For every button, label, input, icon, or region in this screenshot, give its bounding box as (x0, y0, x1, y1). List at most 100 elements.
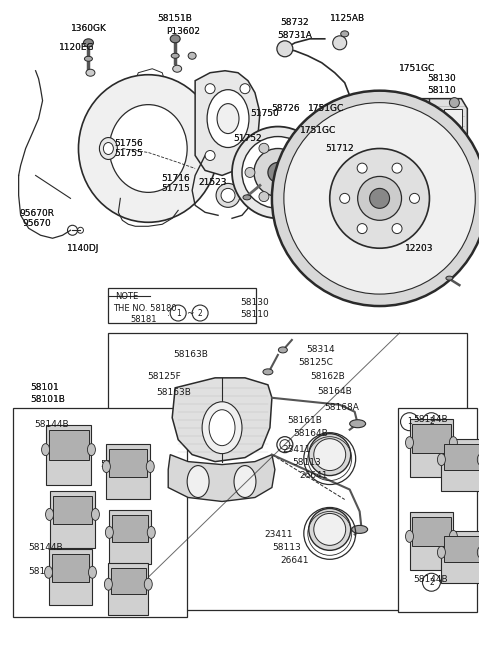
Ellipse shape (232, 127, 324, 218)
Ellipse shape (91, 509, 99, 520)
Polygon shape (442, 531, 480, 583)
Text: 51716: 51716 (161, 174, 190, 183)
Circle shape (272, 91, 480, 306)
Polygon shape (134, 69, 165, 93)
Circle shape (449, 98, 459, 107)
Text: 58130: 58130 (240, 298, 269, 307)
Text: 58161B: 58161B (287, 416, 322, 425)
Bar (444, 444, 480, 470)
Circle shape (205, 151, 215, 160)
Text: 1: 1 (407, 417, 412, 426)
Text: 1751GC: 1751GC (300, 126, 336, 135)
Text: 58726: 58726 (272, 104, 300, 113)
Ellipse shape (99, 138, 117, 159)
Text: 58144B: 58144B (100, 460, 135, 469)
Text: 2: 2 (198, 309, 203, 318)
Ellipse shape (422, 245, 435, 259)
Circle shape (240, 83, 250, 94)
Ellipse shape (187, 466, 209, 498)
Text: 58130: 58130 (428, 74, 456, 83)
Ellipse shape (449, 531, 457, 542)
Bar (48, 430, 89, 459)
Text: NOTE: NOTE (115, 292, 139, 301)
Text: 51715: 51715 (161, 184, 190, 193)
Circle shape (221, 188, 235, 203)
Ellipse shape (341, 31, 348, 37)
Text: 58144B: 58144B (413, 415, 448, 424)
Ellipse shape (254, 149, 302, 197)
Text: 58144B: 58144B (29, 543, 63, 552)
Text: 51756: 51756 (114, 139, 143, 148)
Text: 51750: 51750 (251, 109, 279, 118)
Bar (397, 408, 477, 612)
Text: 1751GC: 1751GC (398, 64, 435, 73)
Ellipse shape (263, 369, 273, 375)
Ellipse shape (449, 437, 457, 448)
Ellipse shape (86, 69, 95, 76)
Ellipse shape (102, 461, 110, 472)
Ellipse shape (87, 444, 96, 455)
Text: 58731A: 58731A (277, 31, 312, 40)
Bar (444, 109, 462, 168)
Text: 2: 2 (429, 578, 434, 587)
Text: 58162B: 58162B (310, 372, 345, 381)
Bar (111, 568, 146, 594)
Ellipse shape (309, 509, 351, 551)
Ellipse shape (246, 153, 254, 192)
Text: 51755: 51755 (114, 149, 143, 158)
Text: 58101B: 58101B (31, 395, 65, 404)
Ellipse shape (207, 90, 249, 148)
Ellipse shape (234, 466, 256, 498)
Text: 58101: 58101 (31, 383, 60, 392)
Ellipse shape (352, 525, 368, 533)
Text: 51712: 51712 (325, 144, 354, 153)
Text: 58144B: 58144B (413, 575, 448, 584)
Circle shape (357, 224, 367, 234)
Bar (108, 333, 468, 610)
Ellipse shape (350, 420, 366, 428)
Polygon shape (195, 71, 260, 175)
Text: 58110: 58110 (240, 309, 269, 318)
Text: P13602: P13602 (166, 27, 200, 36)
Ellipse shape (84, 39, 94, 47)
Bar (12, 408, 187, 617)
Text: 95670: 95670 (22, 219, 51, 228)
Text: 51715: 51715 (161, 184, 190, 193)
Circle shape (358, 177, 402, 220)
Circle shape (392, 163, 402, 173)
Ellipse shape (278, 347, 288, 353)
Circle shape (409, 193, 420, 203)
Ellipse shape (171, 53, 179, 58)
Ellipse shape (243, 195, 251, 200)
Ellipse shape (103, 142, 113, 155)
Text: 58110: 58110 (428, 86, 456, 95)
Circle shape (284, 103, 475, 294)
Circle shape (392, 224, 402, 234)
Text: 58164B: 58164B (293, 429, 327, 438)
Ellipse shape (88, 566, 96, 578)
Ellipse shape (477, 454, 480, 466)
Ellipse shape (144, 578, 152, 590)
Polygon shape (409, 512, 454, 570)
Text: 58732: 58732 (280, 18, 309, 27)
Ellipse shape (309, 433, 351, 476)
Text: 95670: 95670 (22, 219, 51, 228)
Ellipse shape (109, 105, 187, 192)
Text: 51712: 51712 (325, 144, 354, 153)
Text: :: : (167, 309, 169, 318)
Bar (412, 518, 451, 546)
Circle shape (333, 36, 347, 50)
Ellipse shape (477, 546, 480, 558)
Ellipse shape (209, 410, 235, 446)
Text: 51752: 51752 (234, 134, 262, 143)
Circle shape (287, 143, 297, 153)
Circle shape (243, 146, 253, 155)
Text: 23411: 23411 (282, 445, 311, 454)
Text: 51750: 51750 (251, 109, 279, 118)
Circle shape (340, 193, 350, 203)
Text: 58113: 58113 (292, 458, 321, 467)
Circle shape (409, 98, 420, 107)
Text: 58125F: 58125F (147, 372, 181, 381)
Text: 51716: 51716 (161, 174, 190, 183)
Ellipse shape (334, 130, 346, 145)
